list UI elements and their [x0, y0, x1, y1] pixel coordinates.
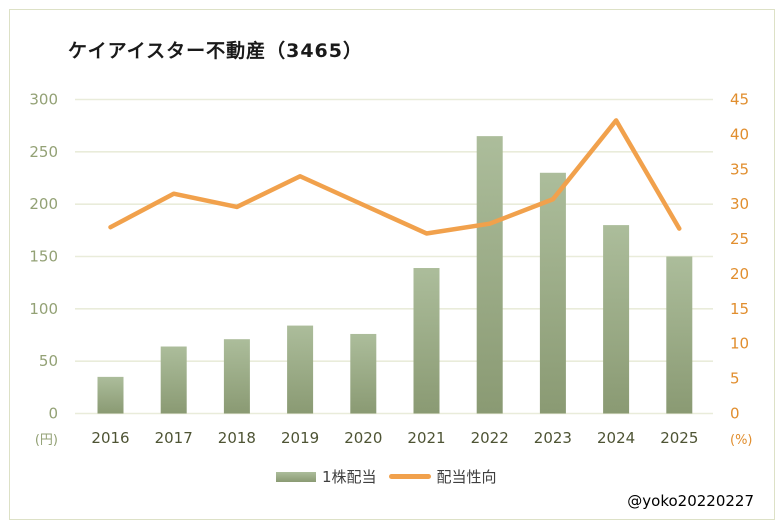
right-axis-tick-20: 20: [730, 265, 749, 283]
left-axis-tick-200: 200: [29, 195, 58, 213]
bar-2024: [603, 225, 630, 414]
left-axis-unit-label: (円): [35, 433, 58, 448]
x-axis-label-2019: 2019: [281, 429, 319, 447]
right-axis-tick-15: 15: [730, 300, 749, 318]
bar-2016: [97, 376, 124, 414]
legend-label-dividend: 1株配当: [322, 468, 377, 486]
right-axis-tick-45: 45: [730, 91, 749, 109]
legend-label-payout-ratio: 配当性向: [436, 468, 497, 486]
legend-item-payout-ratio: 配当性向: [388, 466, 497, 487]
bar-2021: [413, 268, 440, 414]
x-axis-label-2025: 2025: [660, 429, 698, 447]
left-axis-tick-50: 50: [39, 352, 58, 370]
bar-series-dividend: [97, 136, 693, 414]
right-axis-tick-5: 5: [730, 370, 740, 388]
bar-2018: [223, 339, 250, 414]
x-axis-label-2021: 2021: [407, 429, 445, 447]
x-axis-label-2020: 2020: [344, 429, 382, 447]
payout-ratio-line: [108, 118, 682, 236]
legend-item-dividend: 1株配当: [276, 466, 377, 487]
chart-legend: 1株配当 配当性向: [276, 466, 497, 487]
x-axis-label-2018: 2018: [218, 429, 256, 447]
bar-2022: [476, 136, 503, 414]
line-series-payout-ratio: [108, 118, 682, 236]
watermark: @yoko20220227: [627, 492, 754, 510]
left-axis-tick-300: 300: [29, 91, 58, 109]
payout-ratio-line-swatch-icon: [388, 474, 431, 479]
bar-2023: [539, 172, 566, 414]
axis-labels: 050100150200250300051015202530354045(円)(…: [29, 91, 752, 449]
right-axis-unit-label: (%): [730, 433, 753, 448]
left-axis-tick-100: 100: [29, 300, 58, 318]
right-axis-tick-30: 30: [730, 195, 749, 213]
right-axis-tick-10: 10: [730, 335, 749, 353]
x-axis-label-2022: 2022: [471, 429, 509, 447]
right-axis-tick-40: 40: [730, 125, 749, 143]
bar-2025: [666, 256, 693, 414]
dividend-bar-swatch-icon: [276, 471, 316, 482]
bar-2020: [350, 333, 377, 414]
left-axis-tick-0: 0: [48, 405, 58, 423]
bar-2019: [287, 325, 314, 414]
right-axis-tick-0: 0: [730, 405, 740, 423]
x-axis-label-2017: 2017: [155, 429, 193, 447]
x-axis-label-2023: 2023: [534, 429, 572, 447]
x-axis-label-2024: 2024: [597, 429, 635, 447]
left-axis-tick-150: 150: [29, 248, 58, 266]
right-axis-tick-35: 35: [730, 160, 749, 178]
bar-2017: [160, 346, 187, 414]
x-axis-label-2016: 2016: [91, 429, 129, 447]
left-axis-tick-250: 250: [29, 143, 58, 161]
chart-title: ケイアイスター不動産（3465）: [68, 40, 363, 62]
right-axis-tick-25: 25: [730, 230, 749, 248]
